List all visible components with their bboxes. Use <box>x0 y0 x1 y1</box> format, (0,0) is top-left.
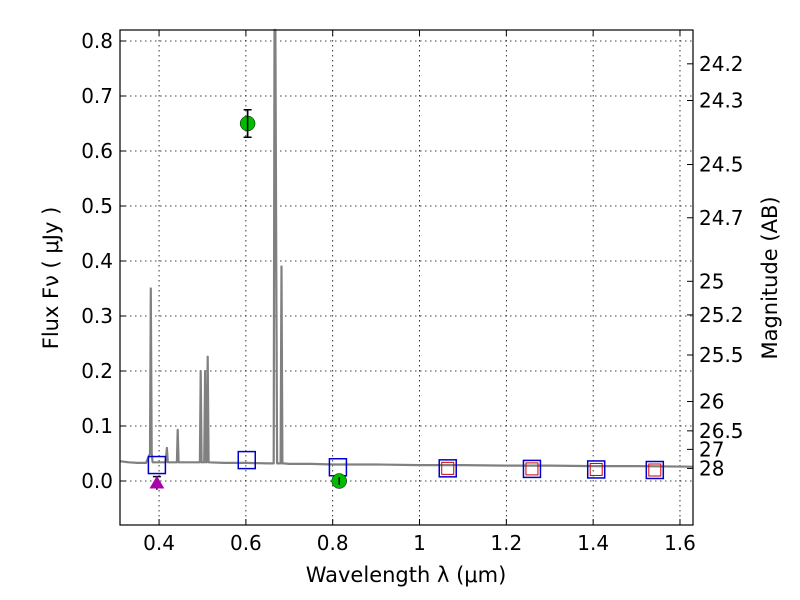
model-inner-square-marker <box>525 462 539 476</box>
model-square-marker <box>586 460 606 479</box>
y2-tick-label: 24.2 <box>699 52 744 76</box>
plot-background <box>120 30 693 525</box>
model-inner-square-marker <box>648 463 662 477</box>
model-square-marker <box>438 459 457 478</box>
y-axis-label: Flux Fν ( μJy ) <box>39 207 63 350</box>
y2-axis-label: Magnitude (AB) <box>758 196 782 359</box>
series-layer <box>119 28 694 490</box>
y-tick-label: 0.7 <box>81 84 113 108</box>
model-square-marker <box>645 460 665 480</box>
spectrum-line <box>119 28 694 468</box>
x-tick-label: 1.2 <box>490 531 522 555</box>
y2-tick-label: 26 <box>699 390 724 414</box>
x-tick-label: 1.6 <box>664 531 696 555</box>
x-axis-label: Wavelength λ (μm) <box>306 563 507 587</box>
model-inner-square-marker <box>589 462 603 476</box>
model-square-marker <box>147 455 167 475</box>
y-tick-label: 0.6 <box>81 139 113 163</box>
model-inner-square-marker <box>441 461 455 475</box>
y2-tick-label: 26.5 <box>699 419 744 443</box>
y-tick-label: 0.3 <box>81 304 113 328</box>
upper-limit-marker <box>149 475 165 489</box>
grid <box>120 30 693 525</box>
y2-tick-label: 25.2 <box>699 303 744 327</box>
x-tick-label: 1 <box>413 531 426 555</box>
x-tick-label: 0.4 <box>143 531 175 555</box>
model-square-marker <box>237 450 257 470</box>
y-tick-label: 0.0 <box>81 469 113 493</box>
model-square-marker <box>522 459 542 479</box>
y-tick-label: 0.2 <box>81 359 113 383</box>
y2-tick-label: 25 <box>699 269 724 293</box>
y2-tick-label: 25.5 <box>699 343 744 367</box>
y-tick-label: 0.1 <box>81 414 113 438</box>
plot-frame <box>119 29 694 526</box>
y-tick-label: 0.4 <box>81 249 113 273</box>
y2-tick-label: 24.3 <box>699 89 744 113</box>
y-tick-label: 0.8 <box>81 29 113 53</box>
y2-tick-label: 27 <box>699 437 724 461</box>
ticks-layer: 0.4 0.6 0.8 1 1.2 1.4 1.6 0.0 0.1 0.2 0.3 0.4 0.5 0.6… <box>81 29 743 555</box>
y2-tick-label: 24.5 <box>699 153 744 177</box>
x-tick-label: 0.8 <box>317 531 349 555</box>
x-tick-label: 0.6 <box>230 531 262 555</box>
y2-tick-label: 28 <box>699 456 724 480</box>
y-tick-label: 0.5 <box>81 194 113 218</box>
y2-tick-label: 24.7 <box>699 206 744 230</box>
x-tick-label: 1.4 <box>577 531 609 555</box>
